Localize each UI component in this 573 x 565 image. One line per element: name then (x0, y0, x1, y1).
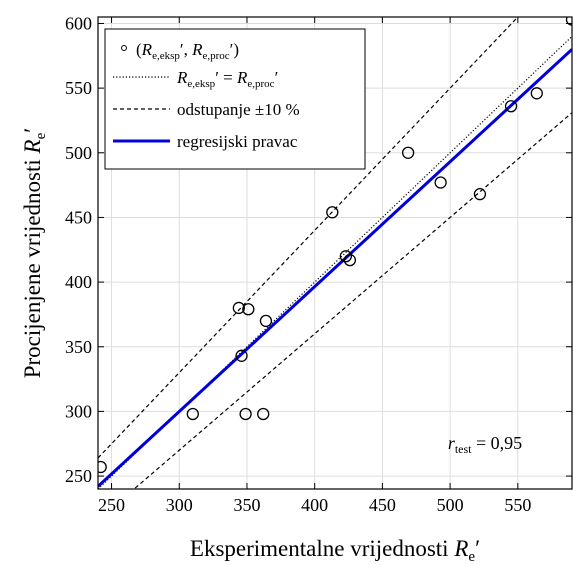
data-point-15 (530, 87, 543, 100)
data-point-8 (326, 206, 339, 219)
x-tick-label-500: 500 (437, 495, 464, 515)
legend: (Re,eksp′, Re,proc′) Re,eksp′ = Re,proc′… (104, 28, 366, 170)
x-tick-label-300: 300 (166, 495, 193, 515)
x-tick-label-550: 550 (504, 495, 531, 515)
data-point-14 (504, 100, 518, 113)
data-point-5 (239, 407, 252, 421)
y-axis-label: Procijenjene vrijednosti Re′ (20, 128, 49, 379)
data-point-13 (473, 188, 487, 201)
plot-frame (97, 16, 573, 490)
y-tick-label-500: 500 (65, 143, 92, 163)
data-point-1 (186, 407, 199, 421)
legend-marker-points (121, 45, 127, 51)
data-point-0 (98, 460, 107, 474)
lower-band-line (133, 112, 572, 489)
data-point-16 (565, 17, 572, 26)
upper-band-line (98, 17, 519, 459)
legend-box (104, 28, 366, 170)
data-point-4 (235, 349, 248, 362)
legend-label-band: odstupanje ±10 % (177, 100, 300, 119)
y-tick-label-600: 600 (65, 13, 92, 33)
x-tick-label-250: 250 (98, 495, 125, 515)
legend-label-regression: regresijski pravac (177, 132, 298, 151)
x-tick-label-350: 350 (233, 495, 260, 515)
y-tick-label-300: 300 (65, 401, 92, 421)
axis-ticks: 250 300 350 400 450 500 550 250 300 350 400 450 500 5… (65, 13, 572, 515)
regression-line (98, 48, 572, 488)
data-point-10 (343, 253, 357, 267)
x-tick-label-400: 400 (301, 495, 328, 515)
x-axis-label: Eksperimentalne vrijednosti Re′ (190, 536, 480, 565)
y-tick-label-350: 350 (65, 337, 92, 357)
data-point-11 (401, 146, 415, 159)
data-point-12 (434, 176, 447, 189)
legend-label-points: (Re,eksp′, Re,proc′) (136, 40, 239, 62)
reference-lines (98, 17, 572, 489)
data-point-7 (259, 314, 273, 328)
x-tick-label-450: 450 (369, 495, 396, 515)
data-points (98, 17, 572, 474)
legend-label-identity: Re,eksp′ = Re,proc′ (176, 68, 278, 90)
y-tick-label-250: 250 (65, 466, 92, 486)
y-tick-label-450: 450 (65, 207, 92, 227)
r-test-annotation: rtest = 0,95 (448, 433, 522, 456)
y-tick-label-400: 400 (65, 272, 92, 292)
data-point-9 (339, 250, 352, 263)
y-tick-label-550: 550 (65, 78, 92, 98)
data-point-3 (242, 303, 255, 316)
data-point-6 (257, 407, 270, 421)
data-point-2 (232, 301, 245, 315)
